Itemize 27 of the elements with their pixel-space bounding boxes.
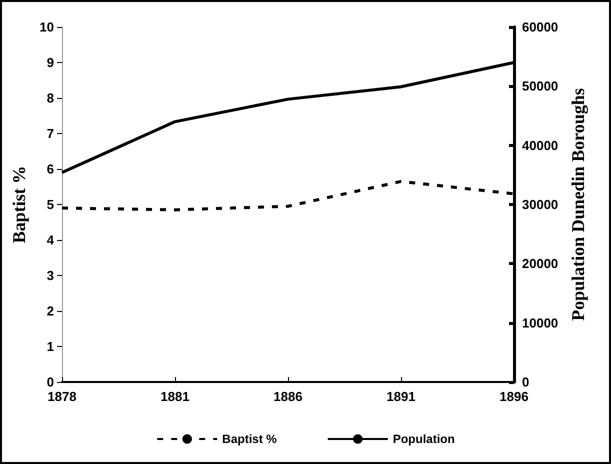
y-axis-title: Baptist % xyxy=(9,166,29,244)
y-tick-label: 3 xyxy=(46,268,54,283)
y-tick-label: 5 xyxy=(46,197,54,212)
y2-tick-label: 10000 xyxy=(522,315,558,330)
y2-axis-title: Population Dunedin Boroughs xyxy=(568,88,588,321)
y-tick-label: 2 xyxy=(46,304,54,318)
legend-label: Baptist % xyxy=(222,432,278,446)
y-tick-label: 6 xyxy=(46,162,54,176)
x-tick-label: 1878 xyxy=(48,389,76,404)
x-tick-label: 1896 xyxy=(500,389,528,404)
y2-tick-label: 50000 xyxy=(522,78,558,94)
y2-tick-label: 30000 xyxy=(522,197,558,212)
y-tick-label: 0 xyxy=(46,374,54,390)
x-tick-label: 1891 xyxy=(386,389,416,404)
y2-tick-label: 40000 xyxy=(522,138,558,153)
y-tick-label: 4 xyxy=(46,232,55,248)
y2-tick-label: 20000 xyxy=(522,256,558,272)
y-tick-label: 7 xyxy=(46,126,54,141)
x-tick-label: 1886 xyxy=(274,389,302,404)
y-tick-label: 9 xyxy=(46,55,54,70)
legend-label: Population xyxy=(392,432,455,446)
y-tick-label: 1 xyxy=(46,339,54,354)
y2-tick-label: 60000 xyxy=(522,20,558,34)
x-tick-label: 1881 xyxy=(160,389,190,404)
y2-tick-label: 0 xyxy=(522,374,530,390)
y-tick-label: 8 xyxy=(46,90,54,106)
y-tick-label: 10 xyxy=(40,20,54,34)
